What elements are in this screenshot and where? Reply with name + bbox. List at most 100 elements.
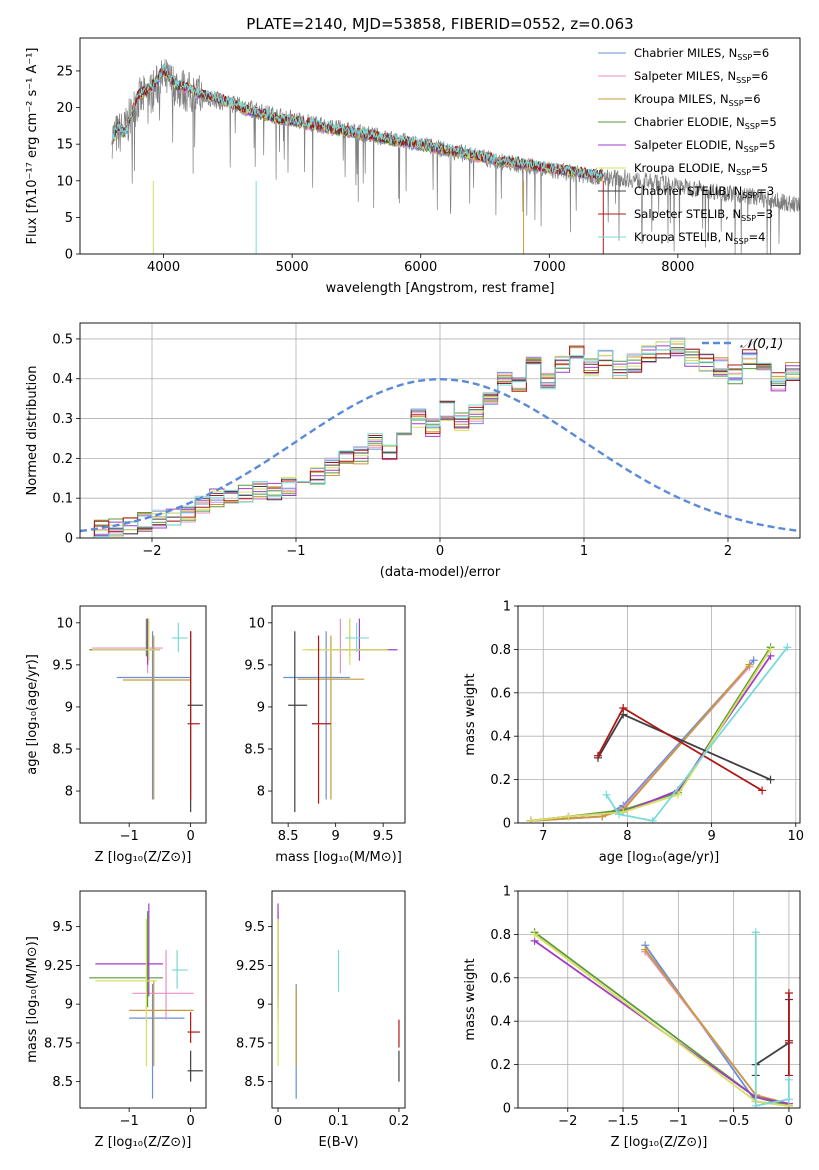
legend-nssp-subscript: SSP bbox=[736, 168, 751, 177]
y-tick-label: 8.5 bbox=[52, 1075, 73, 1090]
plot-area bbox=[80, 323, 800, 538]
series-line bbox=[530, 646, 772, 822]
histogram-chabrier-miles bbox=[80, 341, 800, 538]
x-tick-label: 6000 bbox=[404, 260, 437, 275]
y-tick-label: 9.25 bbox=[44, 959, 73, 974]
legend-label: Chabrier STELIB, NSSP=3 bbox=[634, 184, 774, 200]
y-tick-label: 0.2 bbox=[52, 452, 73, 467]
figure-title: PLATE=2140, MJD=53858, FIBERID=0552, z=0… bbox=[246, 15, 633, 33]
x-tick-label: 9 bbox=[332, 829, 340, 844]
series-line bbox=[530, 648, 772, 822]
legend-label: Kroupa STELIB, NSSP=4 bbox=[634, 230, 766, 246]
y-tick-label: 25 bbox=[56, 64, 73, 79]
y-tick-label: 0.8 bbox=[490, 928, 511, 943]
series-marker bbox=[784, 1036, 793, 1045]
series-line bbox=[754, 999, 790, 1076]
x-tick-label: −1.5 bbox=[607, 1114, 639, 1129]
series-marker bbox=[751, 928, 760, 937]
y-tick-label: 9 bbox=[257, 700, 265, 715]
x-tick-label: 7 bbox=[539, 829, 547, 844]
panel-mass-vs-Z: −1 0 8.5 8.75 9 9.25 9.5 Z [log₁₀(Z/Z⊙)] mass [l… bbox=[25, 890, 207, 1150]
x-tick-label: −0.5 bbox=[718, 1114, 750, 1129]
series-line bbox=[530, 659, 755, 822]
errorbar-salpeter-elodie bbox=[92, 618, 160, 665]
legend-label: Salpeter STELIB, NSSP=3 bbox=[634, 207, 773, 223]
panel-age-vs-Z: −1 0 8 8.5 9 9.5 10 Z [log₁₀(Z/Z⊙)] age [log₁₀(a… bbox=[25, 605, 207, 865]
y-tick-label: 9.25 bbox=[236, 959, 265, 974]
errorbar-kroupa-elodie bbox=[95, 918, 157, 1067]
y-tick-label: 8.5 bbox=[244, 742, 265, 757]
errorbar-kroupa-elodie bbox=[92, 618, 160, 661]
x-axis-label: mass [log₁₀(M/M⊙)] bbox=[275, 850, 402, 865]
y-tick-label: 8.75 bbox=[44, 1036, 73, 1051]
x-tick-label: 8000 bbox=[661, 260, 694, 275]
legend-nssp-eq: = bbox=[752, 46, 762, 60]
errorbar-chabrier-miles bbox=[129, 984, 185, 1099]
x-axis-label: wavelength [Angstrom, rest frame] bbox=[326, 281, 555, 296]
legend-model-name: Chabrier ELODIE bbox=[634, 115, 729, 129]
series-line bbox=[534, 931, 790, 1107]
series-marker bbox=[648, 816, 657, 823]
x-tick-label: 9.5 bbox=[373, 829, 394, 844]
series-marker bbox=[564, 812, 573, 821]
series-line bbox=[644, 949, 790, 1105]
errorbar-kroupa-miles bbox=[123, 635, 191, 800]
legend-nssp-value: 5 bbox=[769, 115, 776, 129]
legend-nssp-eq: = bbox=[759, 138, 769, 152]
legend-nssp-value: 5 bbox=[768, 138, 775, 152]
y-tick-label: 0.4 bbox=[490, 730, 511, 745]
x-tick-label: 0 bbox=[186, 1114, 194, 1129]
y-tick-label: 9.5 bbox=[52, 658, 73, 673]
y-tick-label: 10 bbox=[56, 174, 73, 189]
errorbar-kroupa-stelib bbox=[172, 949, 188, 989]
legend-nssp-eq: = bbox=[751, 161, 761, 175]
legend-nssp-value: 3 bbox=[767, 184, 774, 198]
legend-label: Kroupa MILES, NSSP=6 bbox=[634, 92, 761, 108]
series-marker bbox=[593, 751, 602, 760]
series-marker bbox=[783, 643, 792, 652]
y-tick-label: 0.6 bbox=[490, 971, 511, 986]
legend-nssp-subscript: SSP bbox=[744, 145, 759, 154]
series-kroupa-elodie bbox=[530, 930, 793, 1108]
plot-area bbox=[277, 903, 400, 1099]
y-tick-label: 0.4 bbox=[490, 1015, 511, 1030]
x-tick-label: −1 bbox=[120, 829, 139, 844]
legend-model-name: Chabrier MILES bbox=[634, 46, 721, 60]
legend-label: Kroupa ELODIE, NSSP=5 bbox=[634, 161, 768, 177]
legend-model-name: Salpeter STELIB bbox=[634, 207, 725, 221]
y-tick-label: 9 bbox=[257, 998, 265, 1013]
errorbar-salpeter-miles bbox=[307, 618, 360, 674]
y-tick-label: 8.75 bbox=[236, 1036, 265, 1051]
series-salpeter-stelib bbox=[593, 703, 767, 795]
y-tick-label: 8.5 bbox=[244, 1075, 265, 1090]
x-tick-label: 0 bbox=[274, 1114, 282, 1129]
legend-nssp-subscript: SSP bbox=[741, 214, 756, 223]
series-marker bbox=[526, 816, 535, 823]
x-tick-label: 8 bbox=[623, 829, 631, 844]
legend-label: Salpeter ELODIE, NSSP=5 bbox=[634, 138, 776, 154]
x-axis-label: Z [log₁₀(Z/Z⊙)] bbox=[95, 850, 192, 865]
y-tick-label: 8 bbox=[65, 785, 73, 800]
legend-nssp-prefix: , N bbox=[726, 184, 742, 198]
legend-label: Salpeter MILES, NSSP=6 bbox=[634, 69, 768, 85]
panel-age-vs-mass: 8.5 9 9.5 8 8.5 9 9.5 10 mass [log₁₀(M/M⊙)] bbox=[244, 605, 406, 865]
legend-nssp-subscript: SSP bbox=[742, 191, 757, 200]
series-line bbox=[530, 666, 751, 822]
series-chabrier-miles bbox=[641, 941, 793, 1108]
series-marker bbox=[784, 988, 793, 997]
y-tick-label: 9 bbox=[65, 700, 73, 715]
legend-model-name: Kroupa ELODIE bbox=[634, 161, 720, 175]
series-marker bbox=[673, 790, 682, 799]
x-tick-label: 1 bbox=[580, 544, 588, 559]
normal-reference-curve bbox=[80, 377, 800, 533]
histogram-chabrier-elodie bbox=[80, 346, 800, 538]
legend-nssp-prefix: , N bbox=[720, 161, 736, 175]
series-line bbox=[754, 932, 790, 1107]
legend-nssp-prefix: , N bbox=[721, 46, 737, 60]
series-marker bbox=[784, 1095, 793, 1104]
legend-nssp-value: 6 bbox=[762, 46, 769, 60]
y-tick-label: 8 bbox=[257, 785, 265, 800]
y-tick-label: 9.5 bbox=[244, 920, 265, 935]
axes-frame bbox=[517, 890, 801, 1109]
